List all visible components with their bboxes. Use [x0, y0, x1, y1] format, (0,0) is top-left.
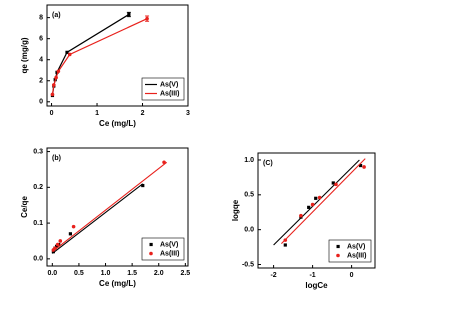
x-tick-label: 1 [95, 110, 99, 117]
fit-line [273, 159, 360, 246]
point [307, 205, 311, 209]
x-tick-label: 0 [350, 272, 354, 279]
series-line [51, 13, 130, 96]
legend-swatch [149, 242, 153, 247]
y-tick-label: 0.3 [33, 148, 43, 155]
x-tick-label: 1.0 [101, 270, 111, 277]
point [65, 50, 69, 54]
x-tick-label: 2.0 [154, 270, 164, 277]
y-axis-label: qe (mg/g) [20, 37, 29, 73]
plot-frame [46, 4, 189, 107]
legend-box [141, 77, 185, 101]
x-tick-label: -1 [309, 272, 315, 279]
point [55, 242, 60, 247]
point [331, 181, 335, 185]
series-line [51, 18, 148, 95]
legend-label: As(V) [160, 81, 178, 88]
x-tick-label: 2 [141, 110, 145, 117]
point [127, 12, 131, 17]
x-tick-label: 0.5 [74, 270, 84, 277]
legend-swatch [149, 251, 153, 256]
x-tick-label: 2.5 [180, 270, 190, 277]
point [334, 182, 338, 187]
legend-label: As(III) [160, 90, 179, 97]
point [52, 83, 56, 87]
legend-label: As(V) [347, 243, 365, 250]
y-tick-label: 4 [39, 57, 43, 64]
point [362, 165, 366, 169]
x-axis-label: logCe [305, 281, 328, 290]
point [58, 239, 63, 243]
point [141, 183, 145, 188]
point [67, 52, 72, 57]
point [71, 224, 76, 229]
x-axis-label: Ce (mg/L) [99, 279, 136, 288]
y-tick-label: 2 [39, 78, 43, 85]
point [162, 160, 166, 165]
legend-label: As(III) [347, 252, 366, 259]
point [56, 69, 61, 74]
legend-label: As(V) [160, 241, 178, 248]
legend-swatch [336, 253, 340, 258]
point [358, 163, 363, 168]
y-tick-label: 0.0 [33, 256, 43, 263]
y-tick-label: 0.1 [33, 220, 43, 227]
y-tick-label: 1.0 [244, 157, 254, 164]
y-axis-label: Ce/qe [20, 196, 29, 218]
panel-label: (a) [52, 12, 61, 19]
point [299, 213, 303, 218]
x-axis-label: Ce (mg/L) [99, 119, 136, 128]
fit-line [281, 158, 366, 244]
plot-frame [46, 147, 189, 267]
y-tick-label: 8 [39, 14, 43, 21]
panel-label: (b) [52, 155, 61, 162]
x-tick-label: 0.0 [47, 270, 57, 277]
y-tick-label: 0.2 [33, 184, 43, 191]
x-tick-label: 3 [186, 110, 190, 117]
point [50, 92, 55, 97]
y-tick-label: 0.0 [244, 227, 254, 234]
fit-line [51, 161, 168, 253]
point [54, 75, 58, 80]
point [283, 238, 288, 242]
fit-line [51, 183, 144, 254]
point [283, 243, 287, 247]
point [53, 246, 57, 250]
x-tick-label: 0 [50, 110, 54, 117]
panel-label: (C) [263, 160, 273, 167]
plot-frame [257, 152, 376, 269]
x-tick-label: -2 [270, 272, 276, 279]
y-tick-label: 6 [39, 36, 43, 43]
x-tick-label: 1.5 [127, 270, 137, 277]
point [314, 196, 318, 200]
legend-swatch [336, 244, 340, 249]
y-tick-label: -0.5 [242, 261, 254, 268]
point [68, 232, 73, 236]
point [145, 16, 149, 21]
y-tick-label: 0 [39, 99, 43, 106]
y-axis-label: logqe [231, 199, 240, 221]
y-tick-label: 0.5 [244, 192, 254, 199]
point [54, 244, 59, 248]
point [310, 202, 315, 207]
point [317, 195, 322, 200]
legend-label: As(III) [160, 250, 179, 257]
